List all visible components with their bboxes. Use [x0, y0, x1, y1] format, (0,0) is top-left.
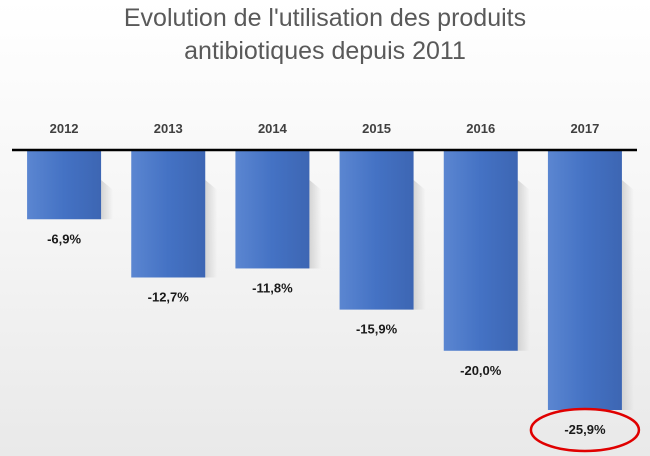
bar-shadow — [517, 180, 530, 351]
data-label-2016: -20,0% — [460, 363, 502, 378]
category-label-2012: 2012 — [50, 121, 79, 136]
bar-2017 — [547, 150, 622, 410]
bar-shadow — [621, 180, 634, 410]
data-label-2014: -11,8% — [252, 280, 293, 295]
data-label-2012: -6,9% — [47, 231, 81, 246]
bar-shadow — [205, 180, 218, 278]
highlight-ellipse — [529, 407, 641, 453]
chart-title-line-1: Evolution de l'utilisation des produits — [123, 4, 527, 32]
bar-2012 — [27, 150, 102, 220]
bar-2016 — [443, 150, 518, 351]
data-label-2013: -12,7% — [148, 289, 190, 304]
chart-title-line-2: antibiotiques depuis 2011 — [184, 37, 466, 65]
category-label-2013: 2013 — [154, 121, 183, 136]
bar-shadow — [413, 180, 426, 310]
bar-2014 — [235, 150, 310, 269]
category-label-2015: 2015 — [362, 121, 391, 136]
data-label-2017: -25,9% — [564, 422, 606, 437]
bar-shadow — [101, 180, 114, 220]
category-label-2014: 2014 — [258, 121, 288, 136]
category-label-2016: 2016 — [466, 121, 495, 136]
bar-shadow — [309, 180, 322, 269]
chart-title: Evolution de l'utilisation des produits … — [0, 2, 650, 68]
bar-2013 — [131, 150, 206, 278]
bar-2015 — [339, 150, 414, 310]
category-label-2017: 2017 — [570, 121, 599, 136]
data-label-2015: -15,9% — [356, 322, 398, 337]
